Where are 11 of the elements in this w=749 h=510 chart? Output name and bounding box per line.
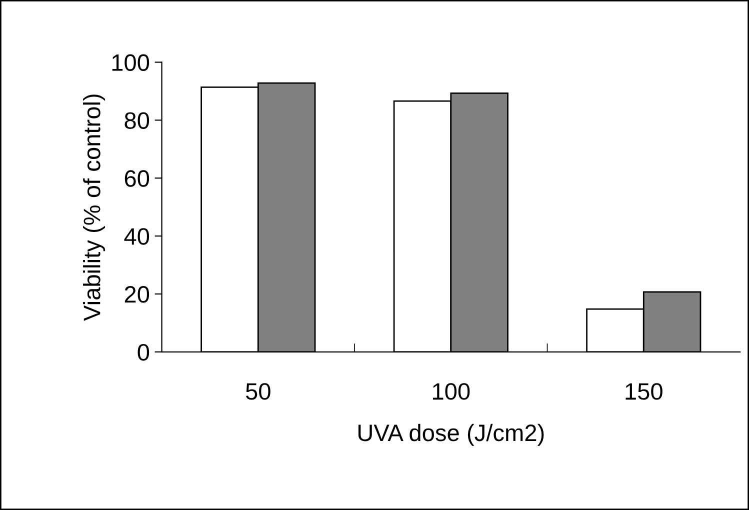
x-tick-label: 100 (433, 383, 470, 400)
y-tick-label: 80 (124, 112, 150, 129)
x-axis-title: UVA dose (J/cm2) (358, 424, 544, 446)
y-tick-label: 60 (124, 170, 150, 187)
x-tick-label: 50 (246, 383, 270, 400)
x-tick-label: 150 (626, 383, 662, 400)
y-tick-label: 100 (112, 54, 150, 72)
y-tick-label: 40 (124, 228, 150, 245)
y-tick-label: 0 (138, 344, 150, 361)
y-axis-title: Viability (% of control) (83, 94, 106, 321)
y-tick-label: 20 (124, 286, 150, 303)
